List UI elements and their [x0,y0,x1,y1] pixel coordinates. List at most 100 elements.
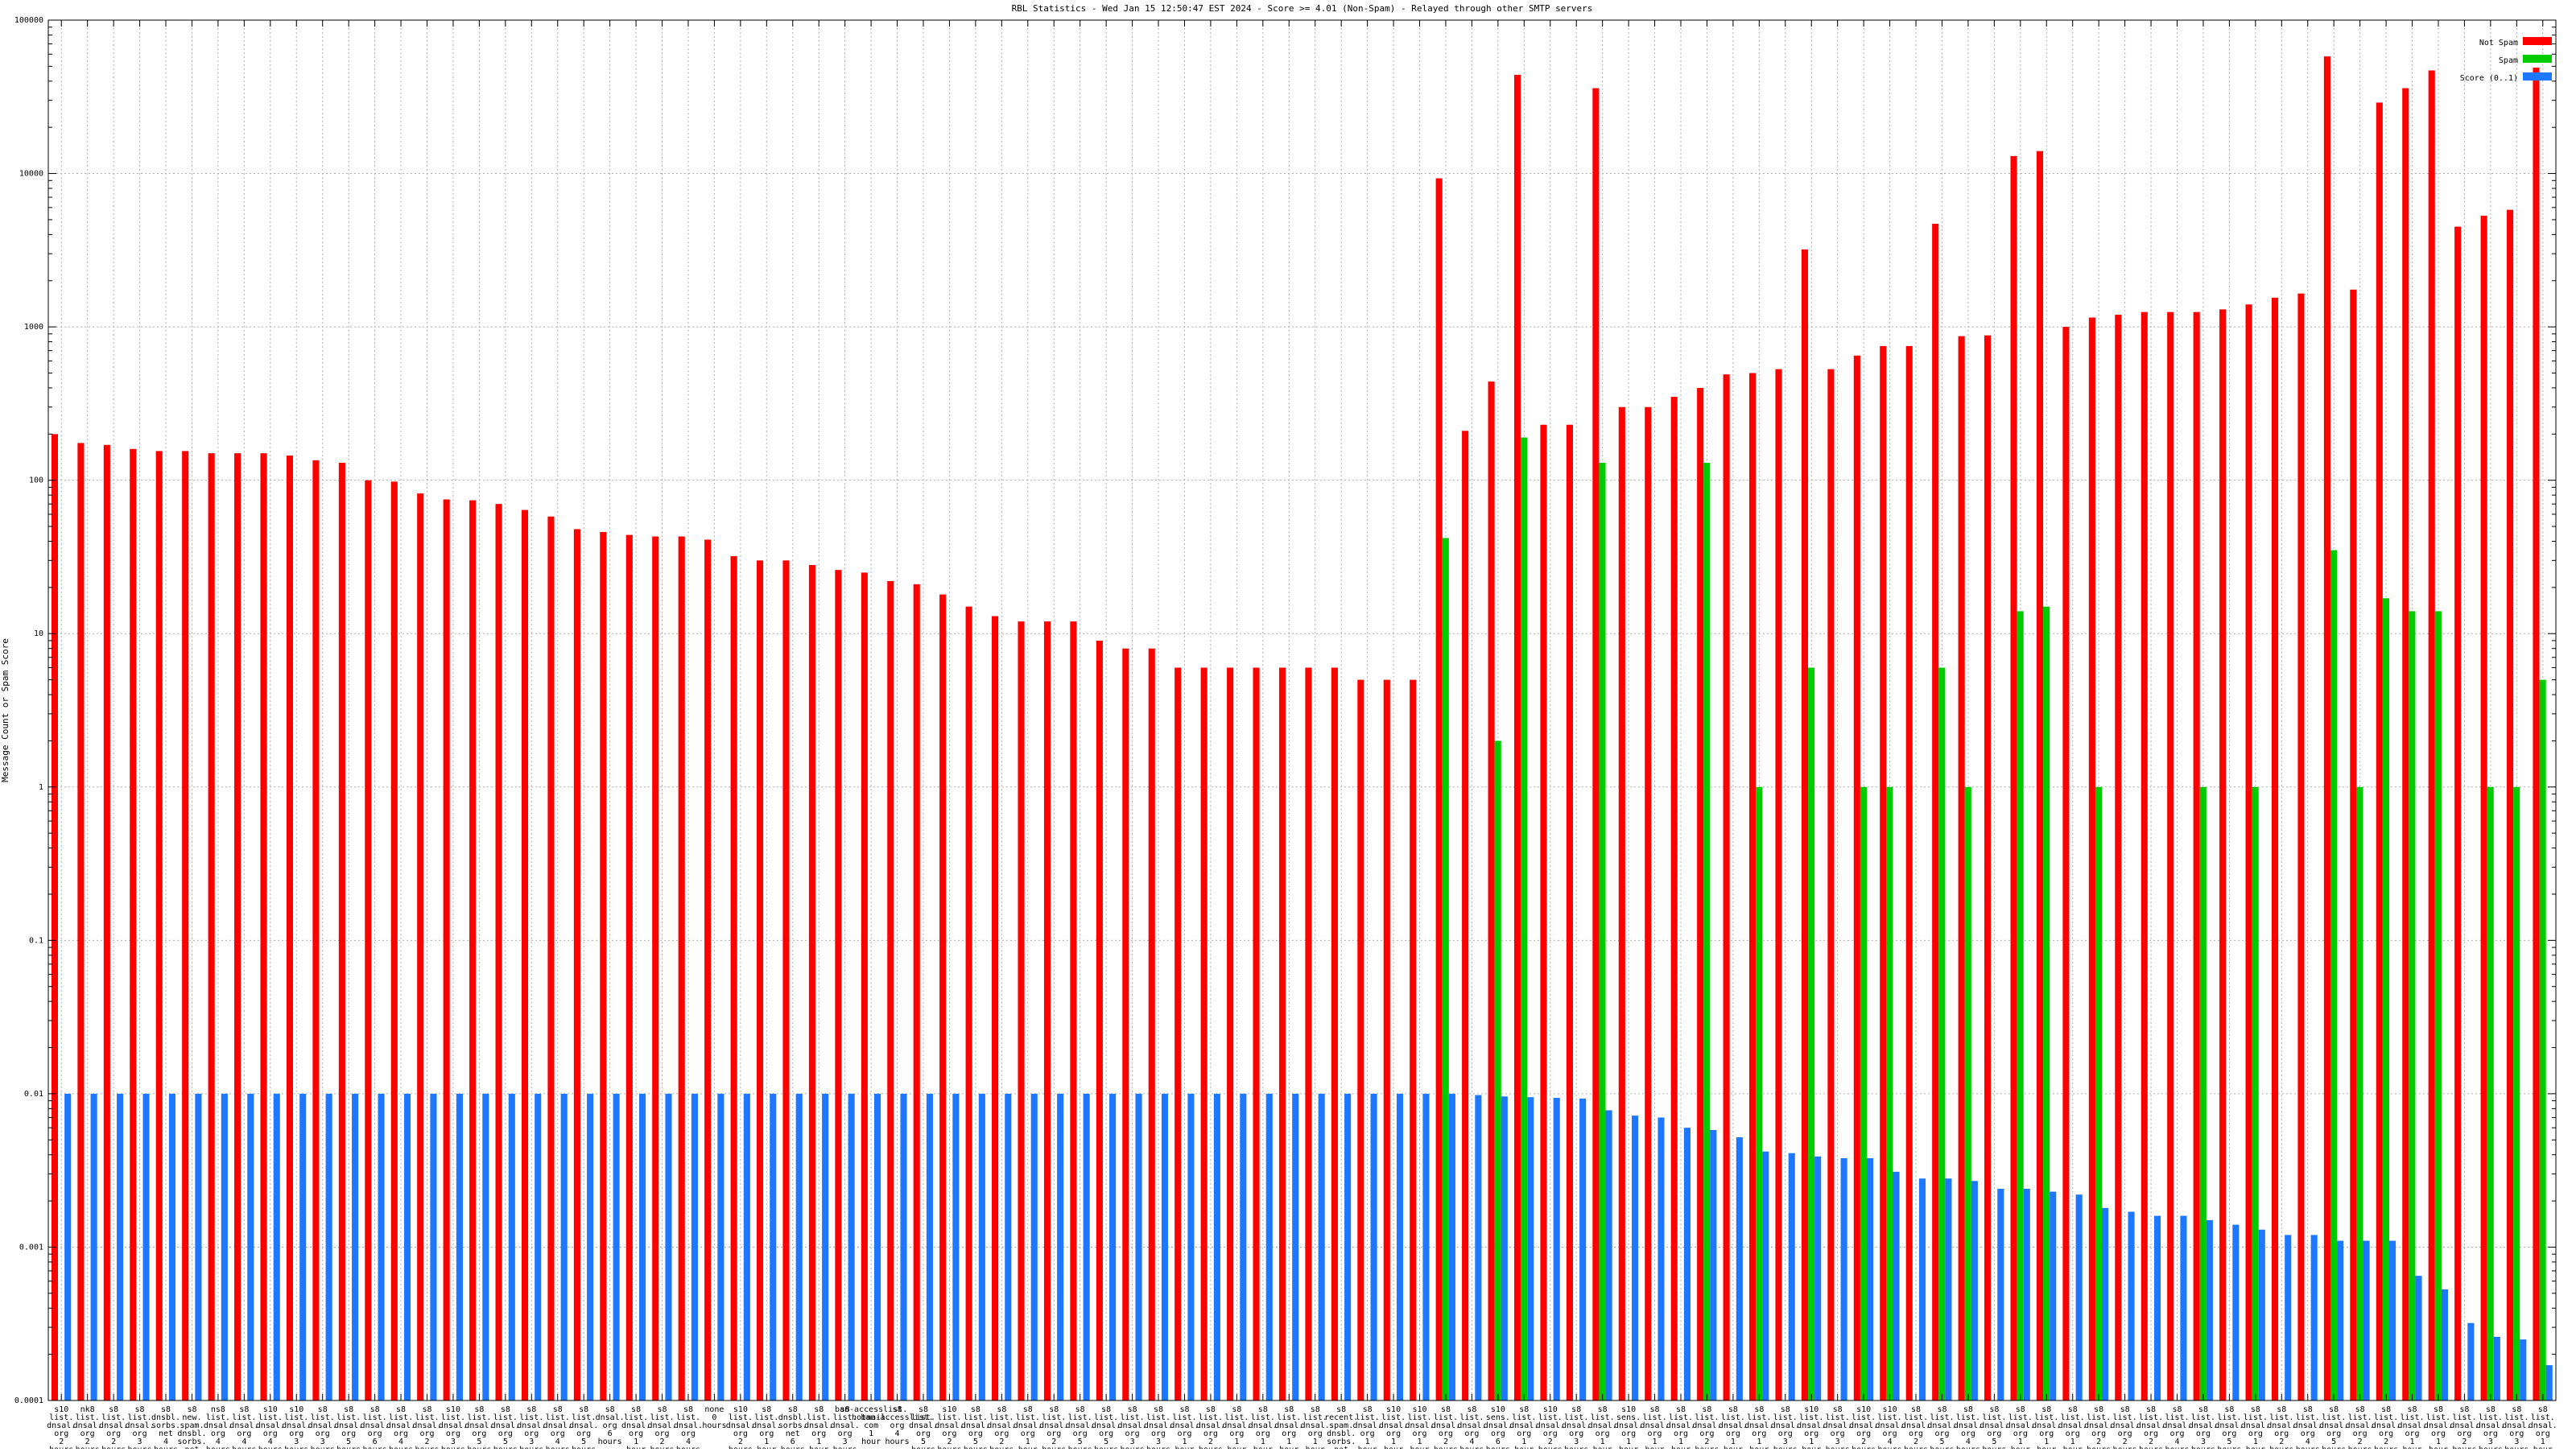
bar-spam-91 [2409,611,2416,1400]
bar-score-0-1-82 [2180,1215,2187,1400]
bar-score-0-1-43 [1161,1093,1169,1400]
bar-not-spam-88 [2323,56,2330,1401]
bar-score-0-1-12 [352,1093,359,1400]
bar-not-spam-48 [1278,667,1286,1400]
bar-score-0-1-47 [1265,1093,1273,1400]
bar-score-0-1-84 [2232,1224,2240,1400]
bar-score-0-1-33 [900,1093,907,1400]
bar-score-0-1-95 [2520,1339,2527,1400]
bar-score-0-1-79 [2102,1207,2109,1400]
bar-not-spam-3 [103,444,110,1400]
bar-not-spam-12 [338,462,345,1400]
bar-score-0-1-78 [2075,1194,2083,1400]
legend-swatch [2523,55,2552,63]
bar-not-spam-49 [1305,667,1312,1400]
bar-score-0-1-51 [1370,1093,1377,1400]
bar-score-0-1-72 [1918,1178,1926,1400]
bar-score-0-1-57 [1527,1097,1534,1400]
bar-not-spam-68 [1801,249,1809,1400]
bar-not-spam-78 [2062,327,2070,1401]
bar-score-0-1-80 [2128,1211,2135,1400]
bar-score-0-1-83 [2206,1219,2213,1400]
bar-score-0-1-29 [795,1093,803,1400]
bar-spam-57 [1521,437,1528,1401]
chart-title: RBL Statistics - Wed Jan 15 12:50:47 EST… [1012,3,1593,14]
bar-not-spam-61 [1618,406,1625,1401]
bar-not-spam-1 [51,434,59,1400]
bar-not-spam-4 [130,448,137,1400]
bar-score-0-1-68 [1814,1156,1822,1400]
bar-score-0-1-81 [2153,1215,2161,1400]
bar-score-0-1-66 [1762,1151,1769,1400]
bar-score-0-1-88 [2337,1240,2344,1400]
x-tick-label: ban-accesslist. hotmail. com 1 hour [835,1405,907,1446]
bar-score-0-1-52 [1396,1093,1404,1400]
bar-not-spam-52 [1383,679,1390,1400]
bar-score-0-1-30 [822,1093,829,1400]
bar-not-spam-2 [77,443,85,1400]
bar-score-0-1-28 [770,1093,777,1400]
bar-spam-60 [1599,462,1606,1400]
bar-score-0-1-50 [1344,1093,1352,1400]
bar-score-0-1-61 [1631,1116,1639,1400]
bar-not-spam-72 [1905,345,1913,1400]
bar-score-0-1-54 [1448,1093,1455,1400]
bar-not-spam-32 [861,572,868,1400]
bar-not-spam-74 [1958,336,1965,1401]
bar-not-spam-69 [1827,369,1835,1401]
bar-not-spam-22 [600,531,607,1400]
bar-score-0-1-64 [1710,1129,1717,1400]
bar-score-0-1-58 [1553,1098,1560,1400]
bar-score-0-1-75 [1997,1188,2004,1400]
legend-label: Score (0..1) [2460,74,2518,83]
bar-spam-88 [2330,550,2338,1400]
bar-not-spam-71 [1880,345,1887,1400]
bar-score-0-1-5 [168,1093,176,1400]
bar-not-spam-62 [1645,406,1652,1401]
bar-not-spam-63 [1670,396,1678,1401]
bars-layer [51,56,2553,1401]
bar-spam-96 [2539,679,2546,1400]
bar-score-0-1-9 [273,1093,280,1400]
bar-not-spam-6 [182,451,189,1400]
bar-score-0-1-3 [117,1093,124,1400]
bar-not-spam-51 [1357,679,1364,1400]
bar-not-spam-19 [521,509,529,1401]
bar-not-spam-47 [1253,667,1260,1400]
bar-not-spam-15 [417,493,424,1401]
bar-score-0-1-37 [1005,1093,1012,1400]
bar-spam-54 [1442,538,1449,1400]
bar-not-spam-9 [260,453,267,1400]
bar-not-spam-28 [756,560,764,1400]
bar-not-spam-80 [2115,315,2122,1400]
bar-score-0-1-74 [1971,1181,1978,1400]
